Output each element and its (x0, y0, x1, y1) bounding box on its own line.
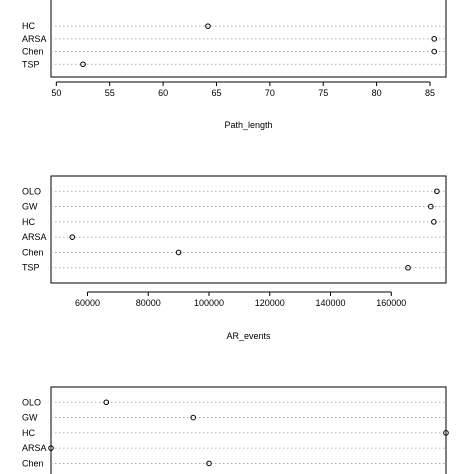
x-tick-label: 120000 (255, 298, 285, 308)
category-label: Chen (22, 458, 44, 468)
x-tick-label: 50 (51, 88, 61, 98)
data-point (431, 36, 438, 42)
data-point (428, 203, 434, 210)
plot-frame (50, 0, 447, 78)
x-tick-label: 85 (425, 88, 435, 98)
data-point (69, 234, 76, 240)
category-label: HC (22, 428, 35, 438)
category-label: GW (22, 413, 38, 423)
category-label: HC (22, 21, 35, 31)
x-tick-label: 70 (265, 88, 275, 98)
x-tick-label: 100000 (194, 298, 224, 308)
data-point (206, 460, 212, 467)
category-label: ARSA (22, 232, 47, 242)
dotchart-panel-3: OLO GW HC ARSA Chen (22, 386, 449, 474)
data-point (205, 23, 211, 29)
category-label: GW (22, 202, 38, 212)
x-axis-label: Path_length (224, 120, 272, 130)
data-point (190, 414, 196, 421)
data-point (434, 188, 440, 195)
x-tick-label: 80000 (136, 298, 161, 308)
x-tick-label: 140000 (316, 298, 346, 308)
category-label: OLO (22, 186, 41, 196)
category-label: Chen (22, 247, 44, 257)
data-point (431, 48, 438, 55)
category-label: TSP (22, 59, 40, 69)
plot-frame (50, 386, 447, 474)
x-tick-label: 65 (211, 88, 221, 98)
data-point (443, 430, 449, 436)
x-tick-label: 60000 (75, 298, 100, 308)
category-label: TSP (22, 263, 40, 273)
data-point (431, 219, 437, 225)
x-tick-label: 80 (372, 88, 382, 98)
data-point (48, 445, 54, 451)
data-point (405, 264, 411, 271)
x-tick-label: 160000 (376, 298, 406, 308)
category-label: ARSA (22, 443, 47, 453)
plot-frame (50, 175, 447, 284)
data-point (80, 61, 86, 68)
x-tick-label: 60 (158, 88, 168, 98)
data-point (175, 249, 182, 256)
category-label: OLO (22, 397, 41, 407)
dotchart-panel-2: OLO GW HC ARSA Chen TSP 60000 80000 100000 120000… (22, 175, 447, 341)
x-axis-label: AR_events (226, 331, 271, 341)
category-label: Chen (22, 47, 44, 57)
x-tick-label: 55 (105, 88, 115, 98)
dotchart-panel-1: HC ARSA Chen TSP 50 55 60 65 70 75 80 85 Path_length (22, 0, 447, 130)
category-label: HC (22, 217, 35, 227)
x-tick-label: 75 (318, 88, 328, 98)
data-point (103, 399, 110, 406)
category-label: ARSA (22, 34, 47, 44)
